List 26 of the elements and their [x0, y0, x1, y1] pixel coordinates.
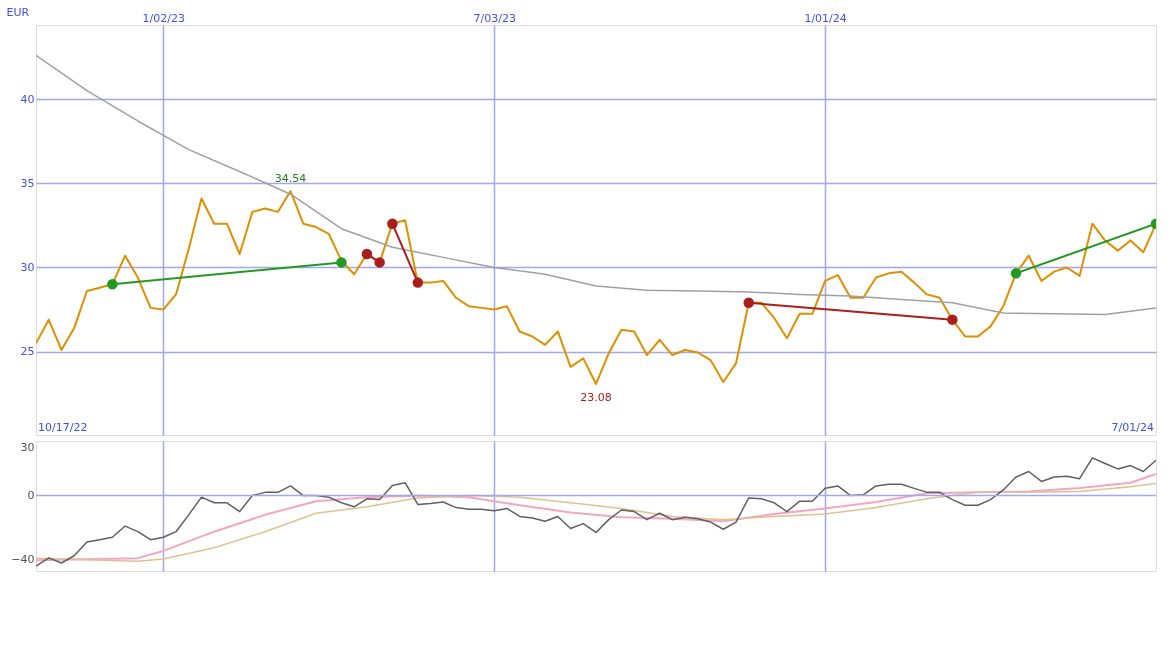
- point: [107, 279, 118, 290]
- x-tick-label: 7/03/23: [473, 11, 516, 25]
- point: [743, 297, 754, 309]
- point: [387, 218, 398, 229]
- line-series: [36, 190, 1156, 385]
- y-tick-label: 40: [20, 92, 35, 106]
- y-tick-label: 0: [27, 489, 35, 503]
- point: [412, 277, 424, 288]
- y-tick-label: 25: [20, 345, 35, 359]
- y-tick-label: 30: [20, 440, 35, 454]
- line-series: [36, 54, 1156, 316]
- annotation: 34.54: [274, 172, 307, 186]
- annotation: 10/17/22: [38, 421, 88, 434]
- point: [336, 257, 347, 268]
- x-tick-label: 1/01/24: [804, 11, 847, 25]
- x-tick-label: 1/02/23: [142, 11, 185, 25]
- point: [947, 314, 958, 325]
- line-series: [36, 457, 1156, 567]
- y-tick-label: −40: [11, 553, 35, 567]
- annotation: 7/01/24: [1111, 421, 1154, 434]
- y-tick-label: 30: [20, 260, 35, 274]
- point: [374, 257, 385, 268]
- y-axis-title: EUR: [6, 5, 30, 19]
- point: [361, 248, 373, 260]
- y-tick-label: 35: [20, 176, 35, 190]
- annotation: 23.08: [580, 390, 612, 404]
